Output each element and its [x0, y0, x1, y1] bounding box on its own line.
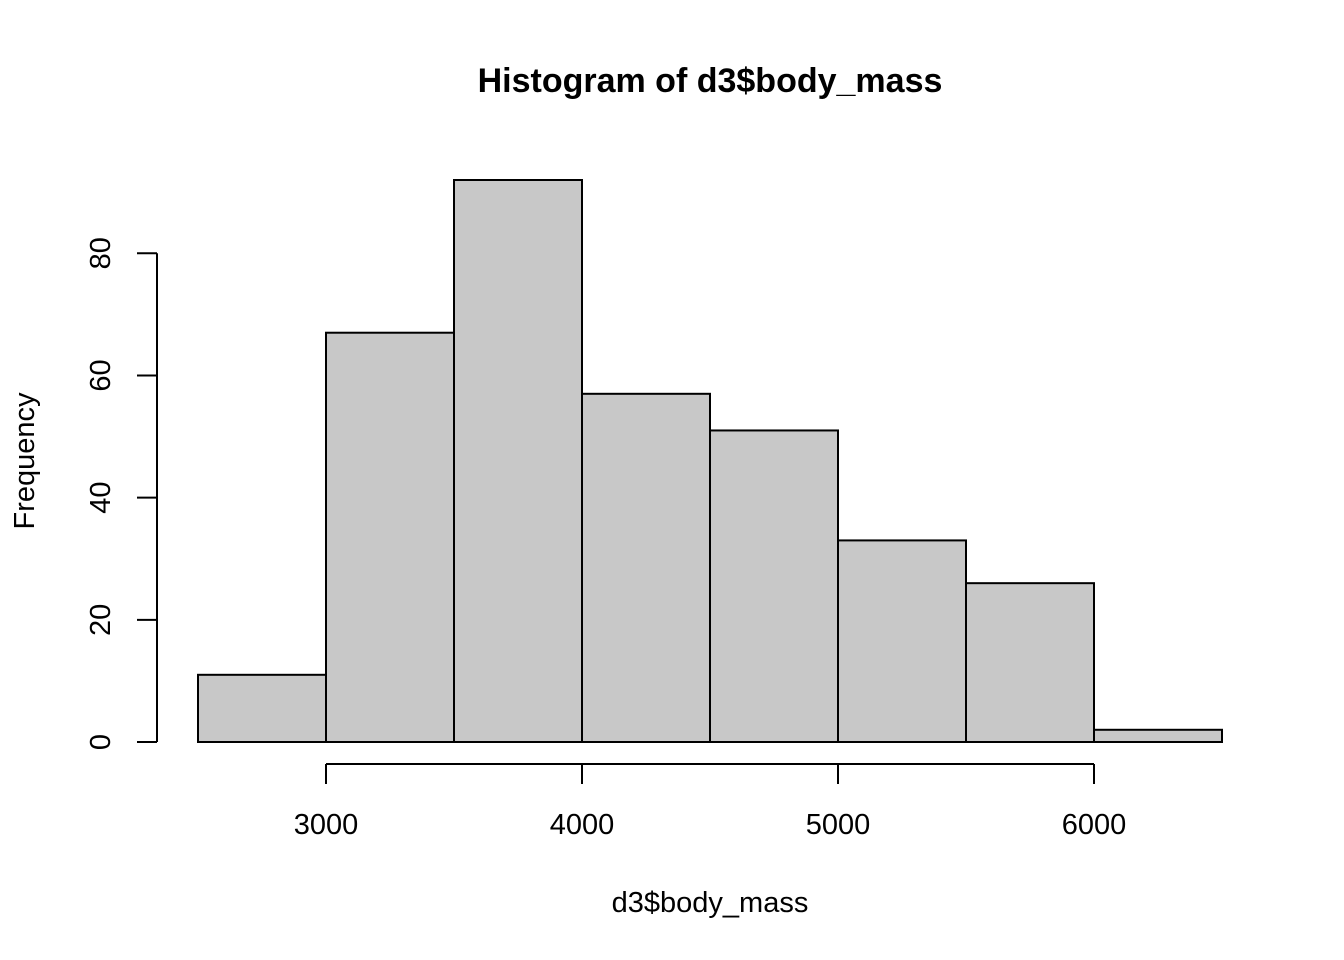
x-axis-label: d3$body_mass: [612, 887, 809, 919]
histogram-bar-5: [837, 539, 967, 743]
y-axis-label: Frequency: [9, 392, 41, 530]
histogram-bar-1: [325, 331, 455, 743]
x-tick-label-2: 5000: [806, 809, 871, 841]
histogram-bar-0: [197, 673, 327, 743]
y-tick-label-0: 0: [85, 734, 117, 750]
y-tick-label-1: 20: [85, 604, 117, 636]
histogram-bar-3: [581, 392, 711, 743]
y-tick-label-3: 60: [85, 359, 117, 391]
histogram-bar-2: [453, 179, 583, 743]
y-axis: 0 20 40 60 80: [85, 237, 158, 750]
histogram-bar-7: [1093, 728, 1223, 743]
chart-title: Histogram of d3$body_mass: [478, 62, 943, 100]
histogram-bar-4: [709, 429, 839, 743]
y-tick-label-4: 80: [85, 237, 117, 269]
bars-group: [197, 179, 1223, 743]
x-tick-label-3: 6000: [1062, 809, 1127, 841]
x-tick-label-0: 3000: [294, 809, 359, 841]
x-axis: 3000 4000 5000 6000: [294, 763, 1127, 841]
x-tick-label-1: 4000: [550, 809, 615, 841]
histogram-bar-6: [965, 582, 1095, 743]
y-tick-label-2: 40: [85, 482, 117, 514]
